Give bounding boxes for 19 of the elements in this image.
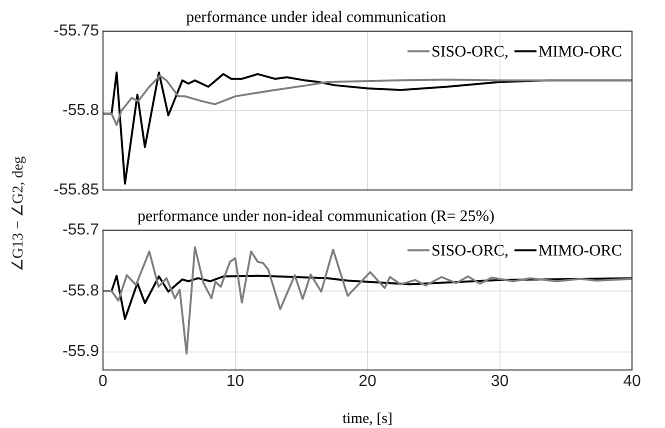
x-tick-label: 20	[358, 373, 376, 390]
x-axis-title: time, [s]	[342, 410, 392, 427]
y-axis-title: ∠G13 − ∠G2, deg	[10, 156, 28, 272]
chart-title: performance under non-ideal communication (R= 25%)	[138, 208, 494, 225]
y-tick-label: -55.75	[54, 22, 100, 40]
chart-title: performance under ideal communication	[186, 8, 446, 26]
y-tick-label: -55.8	[62, 102, 100, 120]
y-tick-label: -55.9	[62, 343, 100, 360]
x-tick-label: 10	[226, 373, 244, 390]
y-tick-label: -55.7	[62, 222, 100, 239]
x-tick-label: 40	[623, 373, 641, 390]
legend-label: MIMO-ORC	[538, 242, 622, 260]
x-tick-label: 30	[490, 373, 509, 390]
legend-label: MIMO-ORC	[538, 43, 622, 60]
y-tick-label: -55.8	[62, 282, 100, 300]
y-tick-label: -55.85	[54, 181, 100, 198]
x-tick-label: 0	[98, 373, 108, 390]
legend-label: SISO-ORC,	[432, 43, 508, 60]
legend-label: SISO-ORC,	[432, 242, 508, 260]
